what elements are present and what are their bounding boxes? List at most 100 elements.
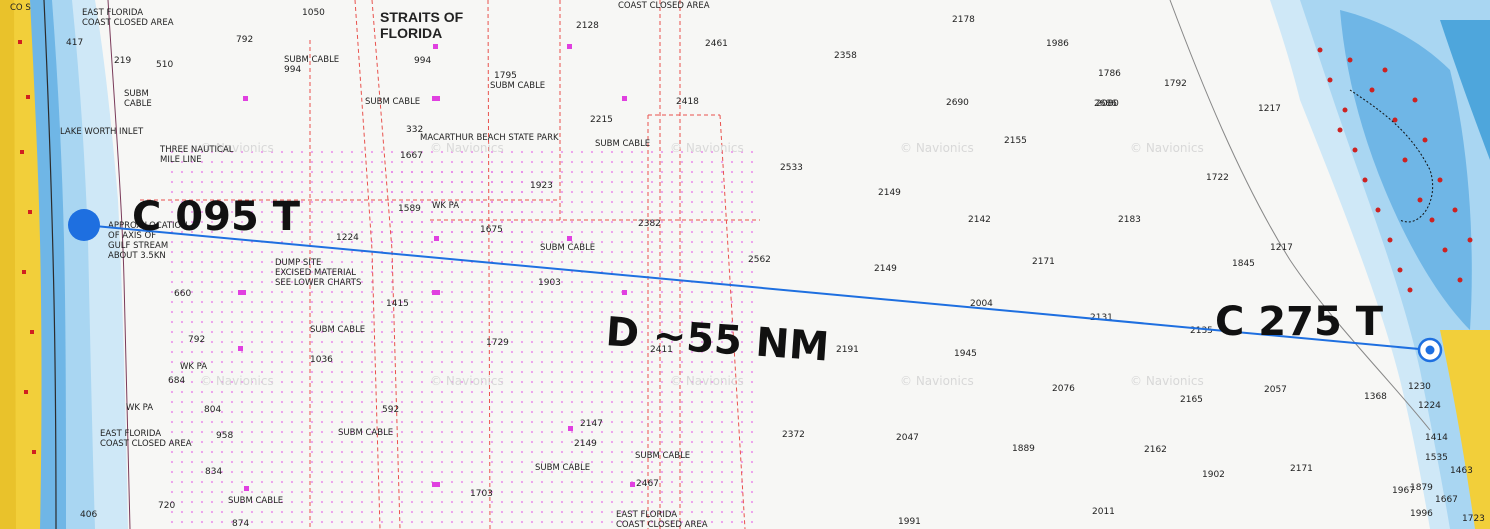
depth-sounding: 834 [205, 467, 222, 477]
depth-sounding: 2147 [580, 419, 603, 429]
chart-title: STRAITS OF FLORIDA [380, 9, 467, 41]
area-label: SUBM CABLE [228, 496, 283, 506]
depth-sounding: 2149 [874, 264, 897, 274]
area-label: SUBM CABLE [338, 428, 393, 438]
depth-sounding: 1230 [1408, 382, 1431, 392]
svg-text:© Navionics: © Navionics [670, 374, 744, 388]
depth-sounding: 1845 [1232, 259, 1255, 269]
area-labels: EAST FLORIDA COAST CLOSED AREA COAST CLOSE… [10, 1, 710, 529]
depth-sounding: 2135 [1190, 326, 1213, 336]
east-coast [1169, 0, 1490, 529]
depth-sounding: 2057 [1264, 385, 1287, 395]
depth-sounding: 2382 [638, 219, 661, 229]
depth-sounding: 1667 [400, 151, 423, 161]
depth-sounding: 1589 [398, 204, 421, 214]
svg-text:© Navionics: © Navionics [1130, 141, 1204, 155]
depth-sounding: 684 [168, 376, 185, 386]
depth-sounding: 792 [188, 335, 205, 345]
depth-sounding: 2131 [1090, 313, 1113, 323]
depth-sounding: 2142 [968, 215, 991, 225]
cable-lines [140, 0, 760, 529]
depth-sounding: 1036 [310, 355, 333, 365]
depth-sounding: 994 [284, 65, 301, 75]
wreck-symbols [238, 44, 635, 491]
depth-sounding: 1903 [538, 278, 561, 288]
area-label: COAST CLOSED AREA [618, 1, 710, 11]
course-out-label: C 095 T [132, 194, 301, 240]
depth-sounding: 1879 [1410, 483, 1433, 493]
depth-sounding: 2011 [1092, 507, 1115, 517]
depth-sounding: 720 [158, 501, 175, 511]
area-label: CO S [10, 3, 31, 13]
depth-sounding: 1414 [1425, 433, 1448, 443]
area-label: THREE NAUTICAL MILE LINE [159, 145, 234, 165]
depth-sounding: 1675 [480, 225, 503, 235]
svg-text:© Navionics: © Navionics [200, 141, 274, 155]
depth-sounding: 1991 [898, 517, 921, 527]
depth-sounding: 1667 [1435, 495, 1458, 505]
area-label: SUBM CABLE [540, 243, 595, 253]
depth-sounding: 2215 [590, 115, 613, 125]
svg-text:© Navionics: © Navionics [900, 141, 974, 155]
area-label: EAST FLORIDA COAST CLOSED AREA [82, 8, 174, 28]
area-label: SUBM CABLE [284, 55, 339, 65]
depth-sounding: 2191 [836, 345, 859, 355]
restricted-areas [165, 150, 760, 529]
depth-sounding: 1722 [1206, 173, 1229, 183]
depth-sounding: 1703 [470, 489, 493, 499]
depth-sounding: 510 [156, 60, 173, 70]
route-line[interactable] [83, 224, 1431, 351]
depth-sounding: 1050 [302, 8, 325, 18]
area-label: WK PA [432, 201, 459, 211]
depth-sounding: 2358 [834, 51, 857, 61]
depth-sounding: 1729 [486, 338, 509, 348]
depth-sounding: 2171 [1290, 464, 1313, 474]
watermarks: © Navionics © Navionics © Navionics © Na… [200, 141, 1204, 388]
area-label: WK PA [180, 362, 207, 372]
depth-sounding: 1535 [1425, 453, 1448, 463]
depth-sounding: 1224 [1418, 401, 1441, 411]
area-label: EAST FLORIDA COAST CLOSED AREA [100, 429, 192, 449]
depth-sounding: 1902 [1202, 470, 1225, 480]
depth-sounding: 1368 [1364, 392, 1387, 402]
depth-sounding: 1889 [1012, 444, 1035, 454]
depth-sounding: 1945 [954, 349, 977, 359]
depth-sounding: 2533 [780, 163, 803, 173]
depth-sounding: 1463 [1450, 466, 1473, 476]
area-label: SUBM CABLE [535, 463, 590, 473]
area-label: MACARTHUR BEACH STATE PARK [420, 133, 559, 143]
route[interactable] [68, 209, 1443, 363]
depth-sounding: 2149 [574, 439, 597, 449]
depth-sounding: 2686 [1094, 99, 1117, 109]
depth-sounding: 2461 [705, 39, 728, 49]
depth-sounding: 2562 [748, 255, 771, 265]
depth-sounding: 2171 [1032, 257, 1055, 267]
svg-text:© Navionics: © Navionics [430, 141, 504, 155]
depth-sounding: 1217 [1258, 104, 1281, 114]
depth-sounding: 1795 [494, 71, 517, 81]
depth-sounding: 660 [174, 289, 191, 299]
area-label: LAKE WORTH INLET [60, 127, 144, 137]
depth-sounding: 2076 [1052, 384, 1075, 394]
route-start-waypoint[interactable] [68, 209, 100, 241]
svg-text:© Navionics: © Navionics [1130, 374, 1204, 388]
svg-text:© Navionics: © Navionics [900, 374, 974, 388]
depth-sounding: 1415 [386, 299, 409, 309]
area-label: DUMP SITE EXCISED MATERIAL SEE LOWER CHART… [275, 258, 361, 288]
depth-sounding: 2149 [878, 188, 901, 198]
depth-sounding: 219 [114, 56, 131, 66]
depth-sounding: 2047 [896, 433, 919, 443]
depth-sounding: 2162 [1144, 445, 1167, 455]
area-label: SUBM CABLE [124, 89, 152, 109]
depth-sounding: 592 [382, 405, 399, 415]
course-back-label: C 275 T [1215, 299, 1384, 345]
depth-sounding: 1224 [336, 233, 359, 243]
area-label: SUBM CABLE [595, 139, 650, 149]
depth-sounding: 792 [236, 35, 253, 45]
depth-sounding: 2155 [1004, 136, 1027, 146]
depth-sounding: 2467 [636, 479, 659, 489]
depth-sounding: 2372 [782, 430, 805, 440]
depth-sounding: 2418 [676, 97, 699, 107]
